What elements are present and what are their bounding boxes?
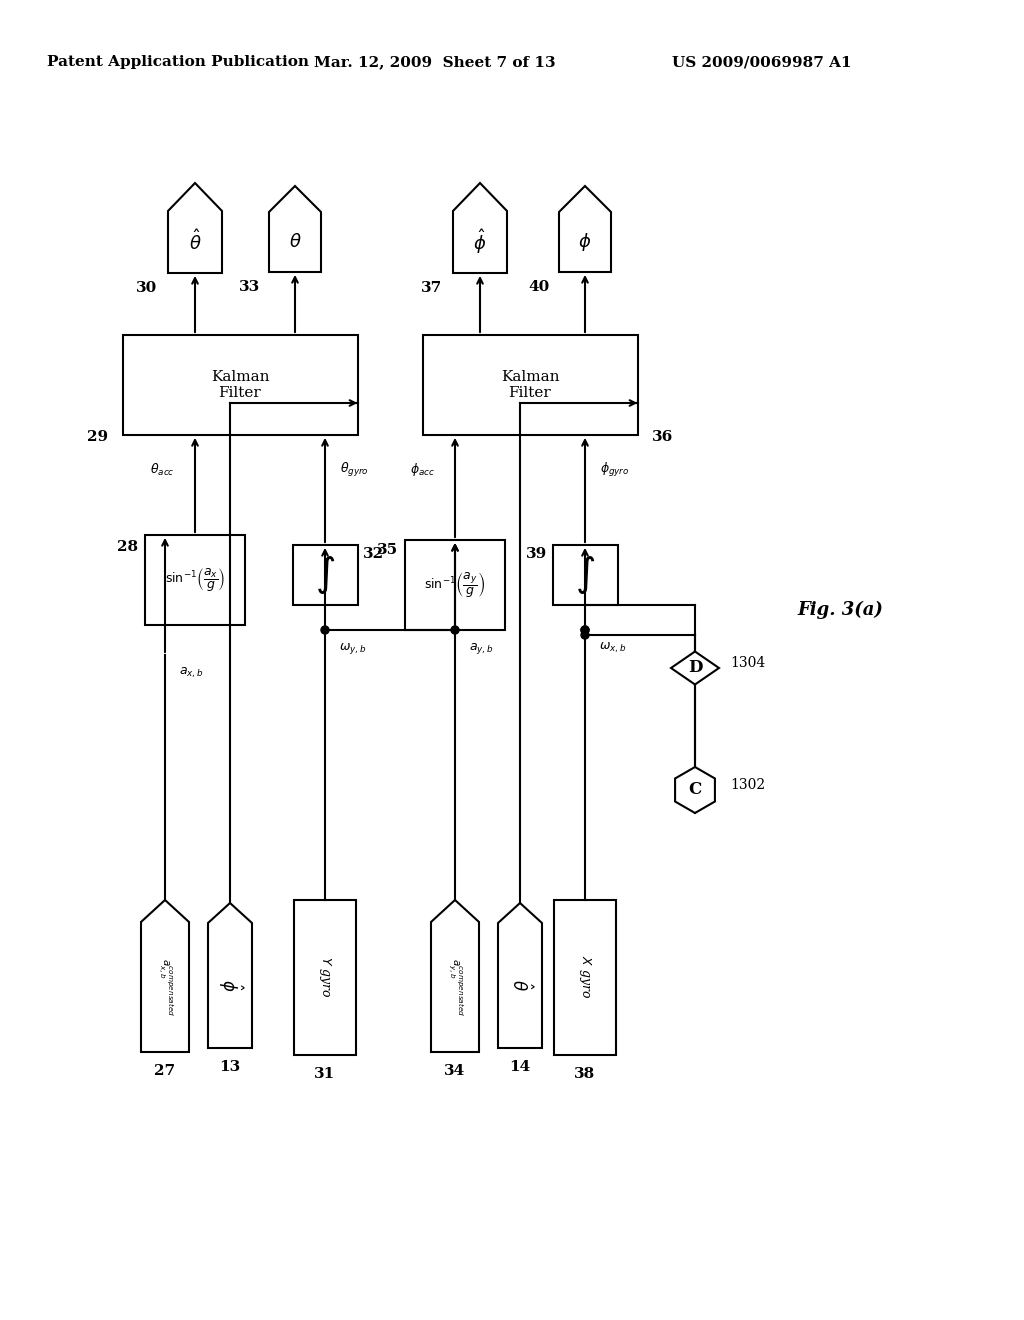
Bar (123, 335, 357, 436)
Text: $\sin^{-1}\!\left(\dfrac{a_y}{g}\right)$: $\sin^{-1}\!\left(\dfrac{a_y}{g}\right)$ (424, 570, 485, 599)
Text: 31: 31 (314, 1067, 336, 1081)
Text: $\int$: $\int$ (315, 554, 335, 597)
Text: 29: 29 (87, 430, 109, 444)
Text: 40: 40 (528, 280, 550, 294)
Polygon shape (141, 900, 189, 1052)
Text: $\phi_{acc}$: $\phi_{acc}$ (410, 462, 435, 479)
Polygon shape (453, 183, 507, 273)
Text: 1302: 1302 (730, 777, 765, 792)
Text: $a_{x,b}^{compensated}$: $a_{x,b}^{compensated}$ (156, 958, 175, 1016)
Text: 38: 38 (574, 1067, 596, 1081)
Text: Mar. 12, 2009  Sheet 7 of 13: Mar. 12, 2009 Sheet 7 of 13 (314, 55, 556, 69)
Text: 32: 32 (362, 546, 384, 561)
Bar (553, 545, 617, 605)
Bar (294, 900, 356, 1055)
Text: $\omega_{y,b}$: $\omega_{y,b}$ (339, 640, 367, 656)
Bar (406, 540, 505, 630)
Bar (293, 545, 357, 605)
Text: $\sin^{-1}\!\left(\dfrac{a_x}{g}\right)$: $\sin^{-1}\!\left(\dfrac{a_x}{g}\right)$ (165, 566, 225, 594)
Circle shape (581, 626, 589, 634)
Polygon shape (269, 186, 321, 272)
Text: $\phi_{gyro}$: $\phi_{gyro}$ (600, 461, 630, 479)
Text: 1304: 1304 (730, 656, 765, 671)
Text: $a_{y,b}^{compensated}$: $a_{y,b}^{compensated}$ (445, 958, 464, 1016)
Polygon shape (675, 767, 715, 813)
Text: 35: 35 (377, 543, 398, 557)
Text: 39: 39 (526, 546, 548, 561)
Text: 13: 13 (219, 1060, 241, 1074)
Polygon shape (168, 183, 222, 273)
Polygon shape (559, 186, 611, 272)
Text: $\phi$: $\phi$ (579, 231, 592, 253)
Text: $\hat{\theta}$: $\hat{\theta}$ (188, 230, 202, 255)
Circle shape (581, 631, 589, 639)
Text: Kalman
Filter: Kalman Filter (501, 370, 559, 400)
Text: 34: 34 (444, 1064, 466, 1078)
Text: 30: 30 (136, 281, 157, 294)
Circle shape (321, 626, 329, 634)
Bar (145, 535, 245, 624)
Text: $X$ gyro: $X$ gyro (577, 956, 593, 998)
Text: D: D (688, 660, 702, 676)
Text: $\int$: $\int$ (574, 554, 595, 597)
Text: 36: 36 (651, 430, 673, 444)
Text: Fig. 3(a): Fig. 3(a) (797, 601, 883, 619)
Text: $\hat{\phi}$: $\hat{\phi}$ (216, 979, 245, 991)
Circle shape (451, 626, 459, 634)
Text: $Y$ gyro: $Y$ gyro (317, 956, 333, 998)
Polygon shape (671, 652, 719, 685)
Polygon shape (431, 900, 479, 1052)
Bar (554, 900, 616, 1055)
Text: $\hat{\phi}$: $\hat{\phi}$ (473, 227, 486, 256)
Circle shape (581, 626, 589, 634)
Text: 37: 37 (421, 281, 442, 294)
Text: $\theta_{acc}$: $\theta_{acc}$ (151, 462, 175, 478)
Text: 14: 14 (509, 1060, 530, 1074)
Polygon shape (498, 903, 542, 1048)
Text: C: C (688, 781, 701, 799)
Text: Kalman
Filter: Kalman Filter (211, 370, 269, 400)
Bar (423, 335, 638, 436)
Text: $\hat{\theta}$: $\hat{\theta}$ (508, 979, 532, 991)
Text: Patent Application Publication: Patent Application Publication (47, 55, 309, 69)
Text: US 2009/0069987 A1: US 2009/0069987 A1 (672, 55, 852, 69)
Text: 33: 33 (239, 280, 260, 294)
Text: $\theta_{gyro}$: $\theta_{gyro}$ (340, 461, 369, 479)
Text: $\theta$: $\theta$ (289, 234, 301, 251)
Text: $a_{x,b}$: $a_{x,b}$ (179, 665, 204, 680)
Text: 27: 27 (155, 1064, 175, 1078)
Text: 28: 28 (117, 540, 138, 554)
Text: $\omega_{x,b}$: $\omega_{x,b}$ (599, 640, 627, 655)
Polygon shape (208, 903, 252, 1048)
Text: $a_{y,b}$: $a_{y,b}$ (469, 640, 494, 656)
